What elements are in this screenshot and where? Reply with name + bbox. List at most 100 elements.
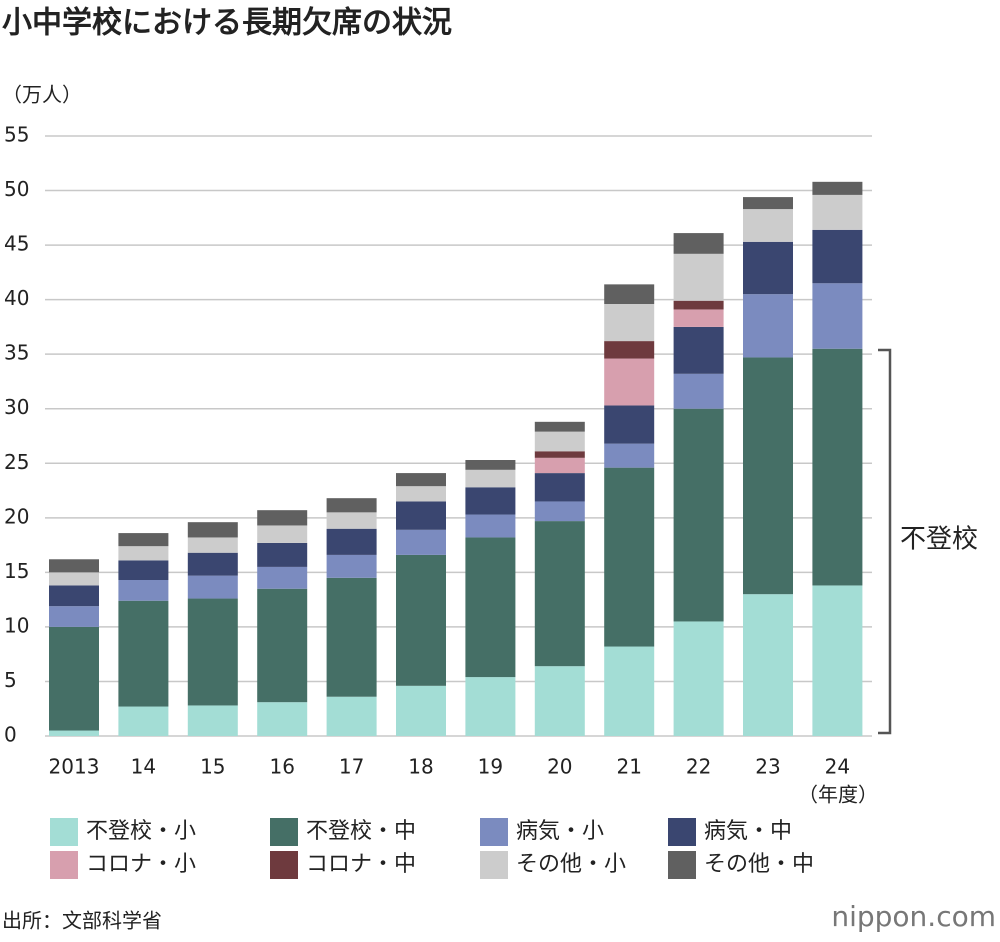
- bar-segment: [326, 498, 377, 513]
- bar-segment: [534, 421, 585, 432]
- bar-segment: [812, 229, 863, 284]
- bar-segment: [534, 451, 585, 458]
- bar-segment: [534, 431, 585, 452]
- bar-segment: [604, 358, 655, 406]
- bar-segment: [326, 554, 377, 578]
- bar-segment: [534, 666, 585, 736]
- legend-swatch: [270, 818, 298, 846]
- bar-segment: [465, 677, 516, 736]
- bar-segment: [257, 588, 308, 703]
- bar-segment: [187, 705, 238, 736]
- logo: nippon.com: [831, 900, 996, 933]
- y-tick-label: 5: [4, 668, 17, 692]
- bar-segment: [743, 241, 793, 295]
- bar-segment: [49, 606, 99, 627]
- bar-segment: [187, 598, 238, 706]
- bar-segment: [118, 600, 169, 707]
- bar-segment: [396, 473, 446, 487]
- y-tick-label: 15: [4, 559, 29, 583]
- x-tick-label: 22: [686, 755, 711, 779]
- bar-segment: [604, 284, 655, 304]
- legend-label: 不登校・小: [86, 819, 196, 844]
- x-tick-label: 23: [755, 755, 780, 779]
- bar-segment: [465, 514, 516, 538]
- bar-segment: [673, 373, 724, 409]
- bar-segment: [49, 572, 99, 586]
- bar-segment: [673, 233, 724, 254]
- bar-segment: [326, 528, 377, 555]
- bar-segment: [187, 537, 238, 553]
- bar-segment: [673, 309, 724, 327]
- legend-swatch: [50, 851, 78, 879]
- bar-segment: [743, 357, 793, 595]
- bar-segment: [812, 585, 863, 736]
- annotation: 不登校: [900, 525, 978, 555]
- bar-segment: [812, 181, 863, 195]
- x-tick-label: 19: [478, 755, 503, 779]
- bar-segment: [534, 521, 585, 667]
- bar-segment: [743, 294, 793, 358]
- bar-segment: [257, 542, 308, 567]
- y-tick-label: 45: [4, 232, 29, 256]
- bar-segment: [257, 702, 308, 736]
- y-tick-label: 35: [4, 341, 29, 365]
- bar-segment: [673, 621, 724, 736]
- x-tick-label: 24: [825, 755, 850, 779]
- bar-segment: [326, 577, 377, 697]
- y-tick-label: 50: [4, 177, 29, 201]
- bar-segment: [673, 408, 724, 622]
- bar-segment: [118, 560, 169, 580]
- y-tick-label: 0: [4, 723, 17, 747]
- bar-segment: [396, 486, 446, 502]
- y-axis-label: （万人）: [2, 83, 82, 107]
- y-tick-label: 20: [4, 504, 29, 528]
- x-tick-label: 15: [200, 755, 225, 779]
- bar-segment: [396, 501, 446, 530]
- bar-segment: [326, 696, 377, 736]
- bar-segment: [534, 473, 585, 502]
- bracket: [878, 348, 892, 735]
- legend-swatch: [668, 851, 696, 879]
- bar-segment: [49, 559, 99, 573]
- bar-segment: [257, 566, 308, 589]
- x-tick-label: 18: [408, 755, 433, 779]
- legend-label: 不登校・中: [306, 819, 416, 844]
- x-tick-label: 16: [269, 755, 294, 779]
- y-tick-label: 30: [4, 395, 29, 419]
- x-tick-label: 20: [547, 755, 572, 779]
- bar-segment: [604, 443, 655, 468]
- bar-segment: [534, 501, 585, 522]
- x-tick-label: 14: [131, 755, 156, 779]
- bar-segment: [187, 575, 238, 599]
- bar-segment: [257, 510, 308, 526]
- chart-title: 小中学校における長期欠席の状況: [2, 6, 452, 41]
- legend-label: 病気・中: [704, 819, 792, 844]
- y-tick-label: 10: [4, 613, 29, 637]
- x-tick-label: 21: [616, 755, 641, 779]
- bar-segment: [604, 405, 655, 444]
- bar-segment: [187, 522, 238, 538]
- bar-segment: [118, 706, 169, 736]
- bar-segment: [118, 533, 169, 547]
- bar-segment: [396, 554, 446, 686]
- bar-segment: [534, 457, 585, 474]
- legend-swatch: [270, 851, 298, 879]
- bar-segment: [396, 685, 446, 736]
- source: 出所：文部科学省: [2, 909, 162, 933]
- bar-segment: [743, 197, 793, 210]
- x-tick-label: 17: [339, 755, 364, 779]
- bar-segment: [118, 546, 169, 561]
- bar-segment: [812, 194, 863, 230]
- bar-segment: [465, 460, 516, 470]
- bar-segment: [465, 469, 516, 488]
- x-tick-label: 2013: [49, 755, 100, 779]
- bar-segment: [49, 626, 99, 731]
- bar-segment: [465, 487, 516, 515]
- legend-label: コロナ・小: [86, 852, 196, 877]
- x-axis-label: （年度）: [798, 783, 878, 807]
- bar-segment: [673, 253, 724, 301]
- y-tick-label: 55: [4, 123, 29, 147]
- bar-segment: [465, 537, 516, 678]
- bar-segment: [812, 348, 863, 586]
